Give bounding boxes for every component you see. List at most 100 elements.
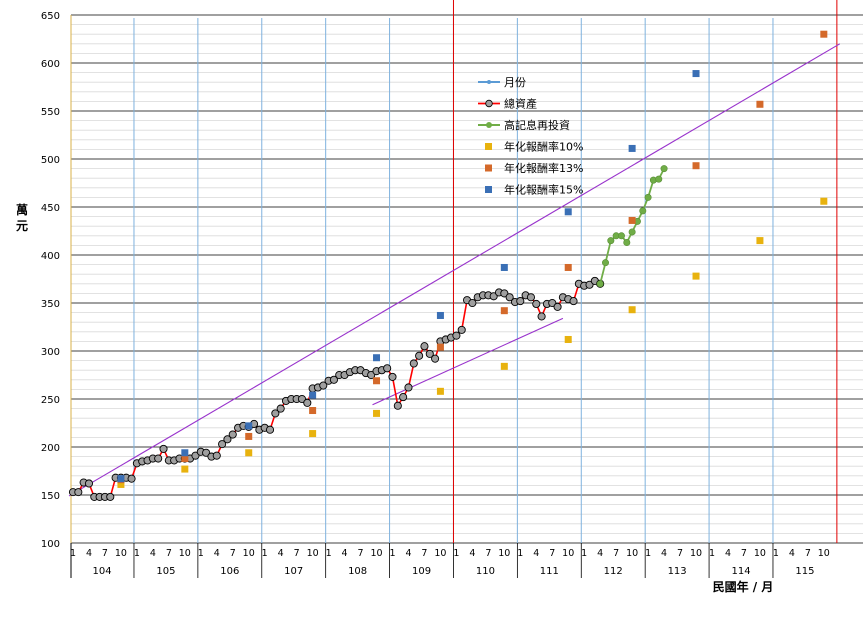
x-month-label: 10: [307, 548, 319, 559]
x-year-label: 113: [668, 566, 687, 577]
y-tick-label: 400: [41, 251, 60, 262]
x-year-label: 114: [731, 566, 750, 577]
x-month-label: 1: [581, 548, 587, 559]
x-year-label: 115: [795, 566, 814, 577]
legend-item-4: 年化報酬率10%: [485, 140, 583, 154]
point-total: [415, 351, 424, 360]
point-total: [223, 435, 232, 444]
x-month-label: 4: [725, 548, 731, 559]
point-total: [271, 409, 280, 418]
point-reinvest: [617, 232, 625, 240]
point-total: [84, 479, 94, 488]
point-total: [500, 289, 509, 298]
point-total: [159, 444, 168, 453]
x-month-label: 4: [86, 548, 92, 559]
x-month-label: 1: [198, 548, 204, 559]
point-total: [319, 381, 328, 390]
y-tick-label: 200: [41, 443, 60, 454]
y-tick-label: 300: [41, 347, 60, 358]
x-month-label: 1: [709, 548, 715, 559]
marker-rate-1: [309, 430, 317, 438]
marker-rate-3: [181, 449, 189, 457]
x-year-label: 112: [604, 566, 623, 577]
x-year-label: 111: [540, 566, 559, 577]
point-reinvest: [644, 193, 652, 201]
legend-item-3: 高記息再投資: [478, 118, 570, 132]
marker-rate-3: [245, 422, 253, 430]
y-tick-label: 600: [41, 59, 60, 70]
marker-rate-3: [373, 354, 381, 362]
point-reinvest: [660, 165, 668, 173]
point-reinvest: [655, 175, 663, 183]
point-total: [404, 383, 413, 392]
x-month-label: 1: [389, 548, 395, 559]
x-month-label: 10: [434, 548, 446, 559]
point-total: [106, 492, 115, 501]
point-total: [452, 331, 461, 340]
year-lines: [133, 0, 838, 543]
x-month-label: 4: [533, 548, 539, 559]
legend-label: 月份: [504, 76, 526, 89]
y-tick-label: 250: [41, 395, 60, 406]
x-year-label: 110: [476, 566, 495, 577]
x-year-label: 105: [156, 566, 175, 577]
marker-rate-1: [628, 306, 636, 314]
x-month-label: 7: [549, 548, 555, 559]
point-total: [297, 394, 307, 404]
x-month-label: 7: [613, 548, 619, 559]
marker-rate-3: [564, 208, 572, 216]
point-reinvest: [639, 207, 647, 215]
point-total: [457, 325, 466, 334]
x-month-label: 7: [421, 548, 427, 559]
x-month-label: 10: [115, 548, 127, 559]
marker-rate-3: [500, 263, 508, 271]
marker-rate-2: [181, 455, 189, 463]
y-axis-label-top: 萬: [16, 202, 28, 217]
point-total: [420, 342, 429, 351]
marker-rate-2: [245, 432, 253, 440]
marker-rate-1: [245, 449, 253, 457]
gridlines: [70, 14, 863, 578]
x-month-label: 10: [818, 548, 830, 559]
x-month-label: 4: [469, 548, 475, 559]
x-year-label: 107: [284, 566, 303, 577]
marker-rate-3: [436, 311, 444, 319]
legend-swatch: [485, 143, 492, 150]
legend-item-6: 年化報酬率15%: [485, 183, 583, 197]
marker-rate-1: [436, 387, 444, 395]
x-month-label: 10: [243, 548, 255, 559]
point-reinvest: [628, 228, 636, 236]
y-tick-label: 550: [41, 107, 60, 118]
x-year-label: 104: [92, 566, 111, 577]
marker-rate-1: [820, 197, 828, 205]
point-total: [468, 298, 477, 308]
point-total: [532, 299, 541, 309]
x-month-label: 1: [70, 548, 76, 559]
marker-rate-3: [309, 391, 317, 399]
point-total: [526, 293, 536, 302]
y-tick-label: 650: [41, 11, 60, 22]
marker-rate-1: [692, 272, 700, 280]
x-month-label: 10: [179, 548, 191, 559]
trend-lines: [68, 43, 841, 497]
y-tick-label: 500: [41, 155, 60, 166]
marker-rate-2: [309, 407, 317, 415]
marker-rate-1: [500, 362, 508, 370]
point-total: [516, 297, 525, 306]
y-tick-label: 350: [41, 299, 60, 310]
x-month-label: 7: [805, 548, 811, 559]
legend-swatch-point: [486, 122, 492, 128]
point-total: [154, 454, 163, 463]
x-month-label: 10: [626, 548, 638, 559]
point-total: [228, 430, 237, 439]
x-month-label: 1: [773, 548, 779, 559]
y-tick-label: 450: [41, 203, 60, 214]
y-tick-label: 150: [41, 491, 60, 502]
x-month-label: 7: [230, 548, 236, 559]
x-month-label: 4: [661, 548, 667, 559]
legend-swatch-point: [487, 80, 491, 84]
x-month-label: 4: [278, 548, 284, 559]
point-total: [212, 451, 221, 460]
point-total: [202, 448, 211, 457]
legend-label: 年化報酬率13%: [504, 161, 583, 175]
